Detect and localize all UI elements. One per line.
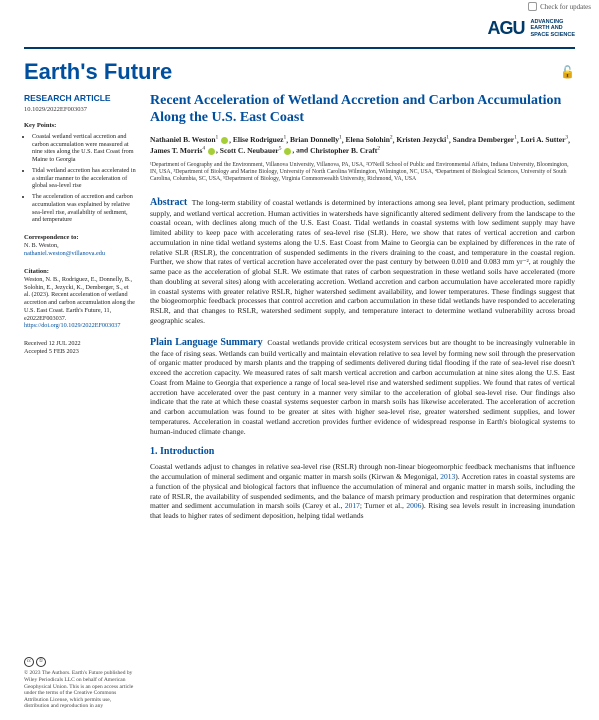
main-content: Recent Acceleration of Wetland Accretion… [150,93,575,521]
key-point: The acceleration of accretion and carbon… [32,193,136,224]
check-updates-label: Check for updates [540,3,591,11]
orcid-icon[interactable] [284,148,291,155]
check-updates-icon [528,2,537,11]
journal-name: Earth's Future [24,59,172,85]
received-date: Received 12 JUL 2022 [24,340,136,348]
orcid-icon[interactable] [221,137,228,144]
affiliations: ¹Department of Geography and the Environ… [150,162,575,184]
page-header: AGU ADVANCING EARTH AND SPACE SCIENCE [0,0,599,47]
citation-link[interactable]: 2013 [440,472,455,481]
author: Sandra Demberger1 [453,135,517,144]
author: Scott C. Neubauer5 [220,146,282,155]
abstract-text: The long-term stability of coastal wetla… [150,198,575,325]
author: Elise Rodriguez1 [233,135,286,144]
accepted-date: Accepted 5 FEB 2023 [24,348,136,356]
citation-label: Citation: [24,268,136,276]
plain-text: Coastal wetlands provide critical ecosys… [150,338,575,436]
authors-list: Nathaniel B. Weston1 , Elise Rodriguez1,… [150,135,575,156]
dates-block: Received 12 JUL 2022 Accepted 5 FEB 2023 [24,340,136,356]
citation-link[interactable]: 2006 [406,501,421,510]
check-updates-badge[interactable]: Check for updates [528,2,591,11]
author: Christopher B. Craft2 [310,146,380,155]
correspondence-email[interactable]: nathaniel.weston@villanova.edu [24,250,105,257]
author: Kristen Jezycki1 [396,135,449,144]
abstract-section: Abstract The long-term stability of coas… [150,196,575,326]
key-points-label: Key Points: [24,122,136,130]
article-title: Recent Acceleration of Wetland Accretion… [150,93,575,127]
citation-link[interactable]: 2017 [345,501,360,510]
author: James T. Morris4 [150,146,205,155]
plain-language-section: Plain Language Summary Coastal wetlands … [150,336,575,437]
copyright-footer: cc ① © 2023 The Authors. Earth's Future … [24,657,136,710]
intro-heading: 1. Introduction [150,446,575,457]
citation-text: Weston, N. B., Rodriguez, E., Donnelly, … [24,276,136,323]
header-divider [24,47,575,49]
copyright-text: © 2023 The Authors. Earth's Future publi… [24,670,136,710]
agu-tagline: ADVANCING EARTH AND SPACE SCIENCE [530,19,575,37]
plain-label: Plain Language Summary [150,337,263,348]
article-type-label: RESEARCH ARTICLE [24,93,136,104]
sidebar: RESEARCH ARTICLE 10.1029/2022EF003037 Ke… [24,93,136,521]
citation-block: Citation: Weston, N. B., Rodriguez, E., … [24,268,136,330]
agu-mark: AGU [487,18,524,39]
intro-text: Coastal wetlands adjust to changes in re… [150,462,575,521]
cc-icon: cc [24,657,34,667]
author: Nathaniel B. Weston1 [150,135,218,144]
journal-row: Earth's Future 🔓 [0,59,599,93]
publisher-logo[interactable]: AGU ADVANCING EARTH AND SPACE SCIENCE [487,18,575,39]
citation-doi[interactable]: https://doi.org/10.1029/2022EF003037 [24,322,121,329]
key-point: Tidal wetland accretion has accelerated … [32,167,136,190]
by-icon: ① [36,657,46,667]
key-points-list: Coastal wetland vertical accretion and c… [24,133,136,224]
author: Lori A. Sutter3 [521,135,569,144]
open-access-icon: 🔓 [560,65,575,80]
author: Elena Solohin2 [345,135,392,144]
orcid-icon[interactable] [208,148,215,155]
correspondence-name: N. B. Weston, [24,242,136,250]
doi: 10.1029/2022EF003037 [24,106,136,114]
correspondence-label: Correspondence to: [24,234,136,242]
author: Brian Donnelly1 [290,135,342,144]
abstract-label: Abstract [150,197,187,208]
key-point: Coastal wetland vertical accretion and c… [32,133,136,164]
cc-license-icons: cc ① [24,657,136,667]
correspondence-block: Correspondence to: N. B. Weston, nathani… [24,234,136,258]
